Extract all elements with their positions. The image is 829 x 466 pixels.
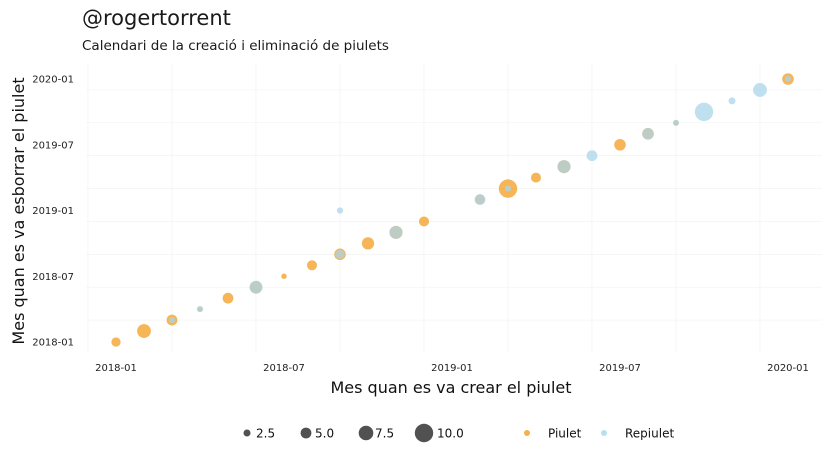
size-legend-key: [414, 423, 434, 443]
repiulet-point: [694, 102, 714, 122]
legend: 2.5 5.0 7.5 10.0 Piulet Repiulet: [243, 423, 674, 443]
piulet-point: [111, 337, 121, 347]
x-tick-label: 2019-07: [599, 363, 641, 374]
y-tick-label: 2018-01: [32, 338, 74, 349]
piulet-point: [530, 172, 542, 183]
piulet-point: [361, 237, 375, 250]
repiulet-point: [168, 316, 176, 324]
chart-subtitle: Calendari de la creació i eliminació de …: [82, 38, 389, 54]
chart-title: @rogertorrent: [82, 6, 231, 30]
x-axis-ticks: 2018-01 2018-07 2019-01 2019-07 2020-01: [95, 363, 809, 374]
size-legend-label: 5.0: [315, 427, 334, 441]
piulet-point: [418, 216, 430, 227]
repiulet-point: [753, 83, 767, 97]
size-legend-key: [300, 427, 312, 439]
repiulet-legend-label: Repiulet: [625, 427, 674, 441]
x-tick-label: 2019-01: [431, 363, 473, 374]
y-tick-label: 2019-07: [32, 140, 74, 151]
size-legend-label: 7.5: [375, 427, 394, 441]
x-axis-title: Mes quan es va crear el piulet: [330, 378, 571, 397]
x-tick-label: 2018-07: [263, 363, 305, 374]
repiulet-point: [672, 119, 680, 126]
repiulet-point: [557, 160, 571, 174]
piulet-point: [614, 138, 626, 151]
repiulet-point: [642, 128, 654, 140]
y-tick-label: 2020-01: [32, 75, 74, 86]
x-tick-label: 2020-01: [767, 363, 809, 374]
y-tick-label: 2019-01: [32, 206, 74, 217]
repiulet-point: [249, 280, 263, 294]
data-points: [111, 73, 794, 347]
y-tick-label: 2018-07: [32, 272, 74, 283]
size-legend-label: 10.0: [437, 427, 464, 441]
size-legend-key: [358, 425, 374, 441]
repiulet-point: [196, 306, 204, 313]
repiulet-point: [504, 185, 512, 192]
piulet-legend-label: Piulet: [548, 427, 582, 441]
repiulet-point: [335, 249, 345, 259]
piulet-point: [137, 324, 151, 338]
repiulet-point: [336, 207, 344, 214]
piulet-legend-key: [524, 430, 530, 436]
repiulet-point: [784, 75, 792, 83]
x-tick-label: 2018-01: [95, 363, 137, 374]
repiulet-point: [586, 150, 598, 162]
y-axis-ticks: 2018-01 2018-07 2019-01 2019-07 2020-01: [32, 75, 74, 349]
repiulet-legend-key: [601, 430, 607, 436]
y-axis-title: Mes quan es va esborrar el piulet: [9, 77, 28, 344]
repiulet-point: [474, 194, 486, 205]
piulet-point: [306, 260, 318, 271]
repiulet-point: [728, 97, 736, 105]
piulet-point: [281, 273, 287, 279]
piulet-point: [222, 292, 234, 304]
size-legend-key: [243, 429, 251, 437]
repiulet-point: [389, 225, 403, 239]
size-legend-label: 2.5: [256, 427, 275, 441]
